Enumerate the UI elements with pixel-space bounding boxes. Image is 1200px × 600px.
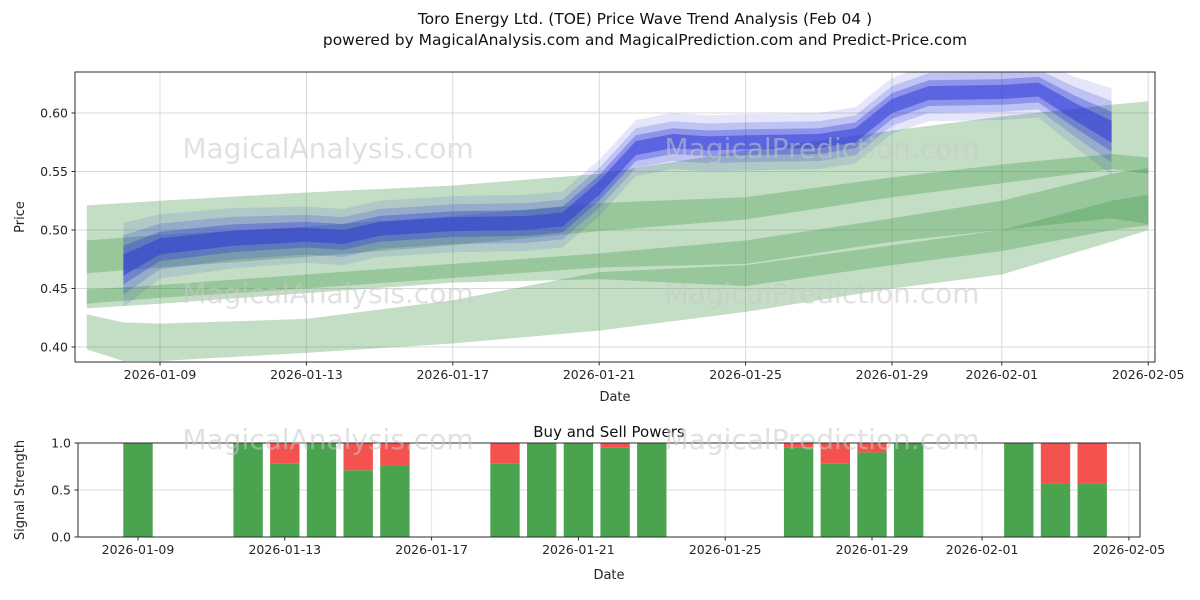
price-x-tick-label: 2026-01-29 — [856, 367, 929, 382]
signal-y-axis-label: Signal Strength — [13, 440, 28, 540]
signal-x-tick-label: 2026-01-17 — [395, 542, 468, 557]
price-x-tick-label: 2026-01-21 — [563, 367, 636, 382]
buy-power-bar — [490, 463, 520, 537]
signal-chart-title: Buy and Sell Powers — [533, 423, 685, 441]
price-chart: 2026-01-09 2026-01-13 2026-01-17 2026-01-21… — [13, 71, 1185, 405]
watermark-text: MagicalAnalysis.com — [182, 423, 473, 456]
green-forecast-band — [86, 167, 1149, 309]
price-x-tick-label: 2026-02-01 — [965, 367, 1038, 382]
chart-title: Toro Energy Ltd. (TOE) Price Wave Trend … — [417, 10, 873, 28]
sell-power-bar — [600, 443, 630, 448]
chart-subtitle: powered by MagicalAnalysis.com and Magic… — [322, 31, 968, 49]
sell-power-bar — [270, 443, 300, 464]
sell-power-bar — [380, 443, 410, 466]
buy-power-bar — [783, 447, 814, 537]
signal-bars — [123, 443, 1107, 537]
signal-x-axis-label: Date — [593, 568, 624, 583]
buy-power-bar — [306, 443, 337, 537]
price-y-tick-label: 0.60 — [40, 106, 68, 121]
sell-power-bar — [820, 443, 850, 464]
sell-power-bar — [783, 443, 814, 448]
price-y-tick-label: 0.40 — [40, 340, 68, 355]
buy-power-bar — [1004, 443, 1034, 537]
buy-power-bar — [857, 452, 887, 537]
sell-power-bar — [490, 443, 520, 464]
buy-power-bar — [563, 443, 594, 537]
title-block: Toro Energy Ltd. (TOE) Price Wave Trend … — [95, 9, 1195, 51]
buy-power-bar — [380, 465, 410, 537]
price-axis-ticks: 2026-01-09 2026-01-13 2026-01-17 2026-01-21… — [40, 106, 1184, 383]
buy-power-bar — [894, 443, 924, 537]
price-x-axis-label: Date — [599, 390, 630, 405]
blue-price-wave-band — [123, 82, 1112, 276]
sell-power-bar — [857, 443, 887, 453]
price-x-tick-label: 2026-01-25 — [709, 367, 782, 382]
buy-power-bar — [820, 463, 850, 537]
signal-x-tick-label: 2026-02-01 — [946, 542, 1019, 557]
sell-power-bar — [1040, 443, 1071, 484]
buy-power-bar — [123, 443, 153, 537]
price-y-axis-label: Price — [13, 201, 28, 233]
sell-power-bar — [1077, 443, 1107, 484]
signal-x-tick-label: 2026-01-29 — [836, 542, 909, 557]
watermark-text: MagicalAnalysis.com — [182, 132, 473, 165]
signal-y-tick-label: 1.0 — [51, 436, 71, 451]
price-x-tick-label: 2026-02-05 — [1112, 367, 1185, 382]
green-forecast-band — [86, 153, 1149, 304]
price-axes-box — [74, 71, 1156, 363]
signal-x-tick-label: 2026-01-21 — [542, 542, 615, 557]
buy-power-bar — [1040, 483, 1071, 537]
buy-power-bar — [270, 463, 300, 537]
price-y-tick-label: 0.45 — [40, 281, 68, 296]
signal-x-tick-label: 2026-01-09 — [102, 542, 175, 557]
signal-x-tick-label: 2026-01-25 — [689, 542, 762, 557]
price-x-tick-label: 2026-01-13 — [270, 367, 343, 382]
price-x-tick-label: 2026-01-17 — [416, 367, 489, 382]
signal-x-tick-label: 2026-02-05 — [1093, 542, 1166, 557]
sell-power-bar — [343, 443, 373, 471]
signal-y-tick-label: 0.0 — [51, 530, 71, 545]
signal-chart: 2026-01-09 2026-01-13 2026-01-17 2026-01-21… — [13, 423, 1165, 583]
buy-power-bar — [637, 443, 667, 537]
signal-axis-ticks: 2026-01-09 2026-01-13 2026-01-17 2026-01-21… — [51, 436, 1165, 558]
price-y-tick-label: 0.55 — [40, 164, 68, 179]
watermarks: MagicalAnalysis.com MagicalPrediction.com… — [182, 132, 979, 456]
buy-power-bar — [527, 443, 557, 537]
buy-power-bar — [600, 447, 630, 537]
watermark-text: MagicalPrediction.com — [665, 277, 980, 310]
buy-power-bar — [343, 470, 373, 537]
signal-x-tick-label: 2026-01-13 — [248, 542, 321, 557]
watermark-text: MagicalAnalysis.com — [182, 277, 473, 310]
watermark-text: MagicalPrediction.com — [665, 423, 980, 456]
green-forecast-band — [86, 194, 1149, 362]
trend-bands — [86, 72, 1149, 362]
price-x-tick-label: 2026-01-09 — [124, 367, 197, 382]
signal-y-tick-label: 0.5 — [51, 483, 71, 498]
buy-power-bar — [1077, 483, 1107, 537]
watermark-text: MagicalPrediction.com — [665, 132, 980, 165]
price-y-tick-label: 0.50 — [40, 223, 68, 238]
buy-power-bar — [233, 443, 263, 537]
